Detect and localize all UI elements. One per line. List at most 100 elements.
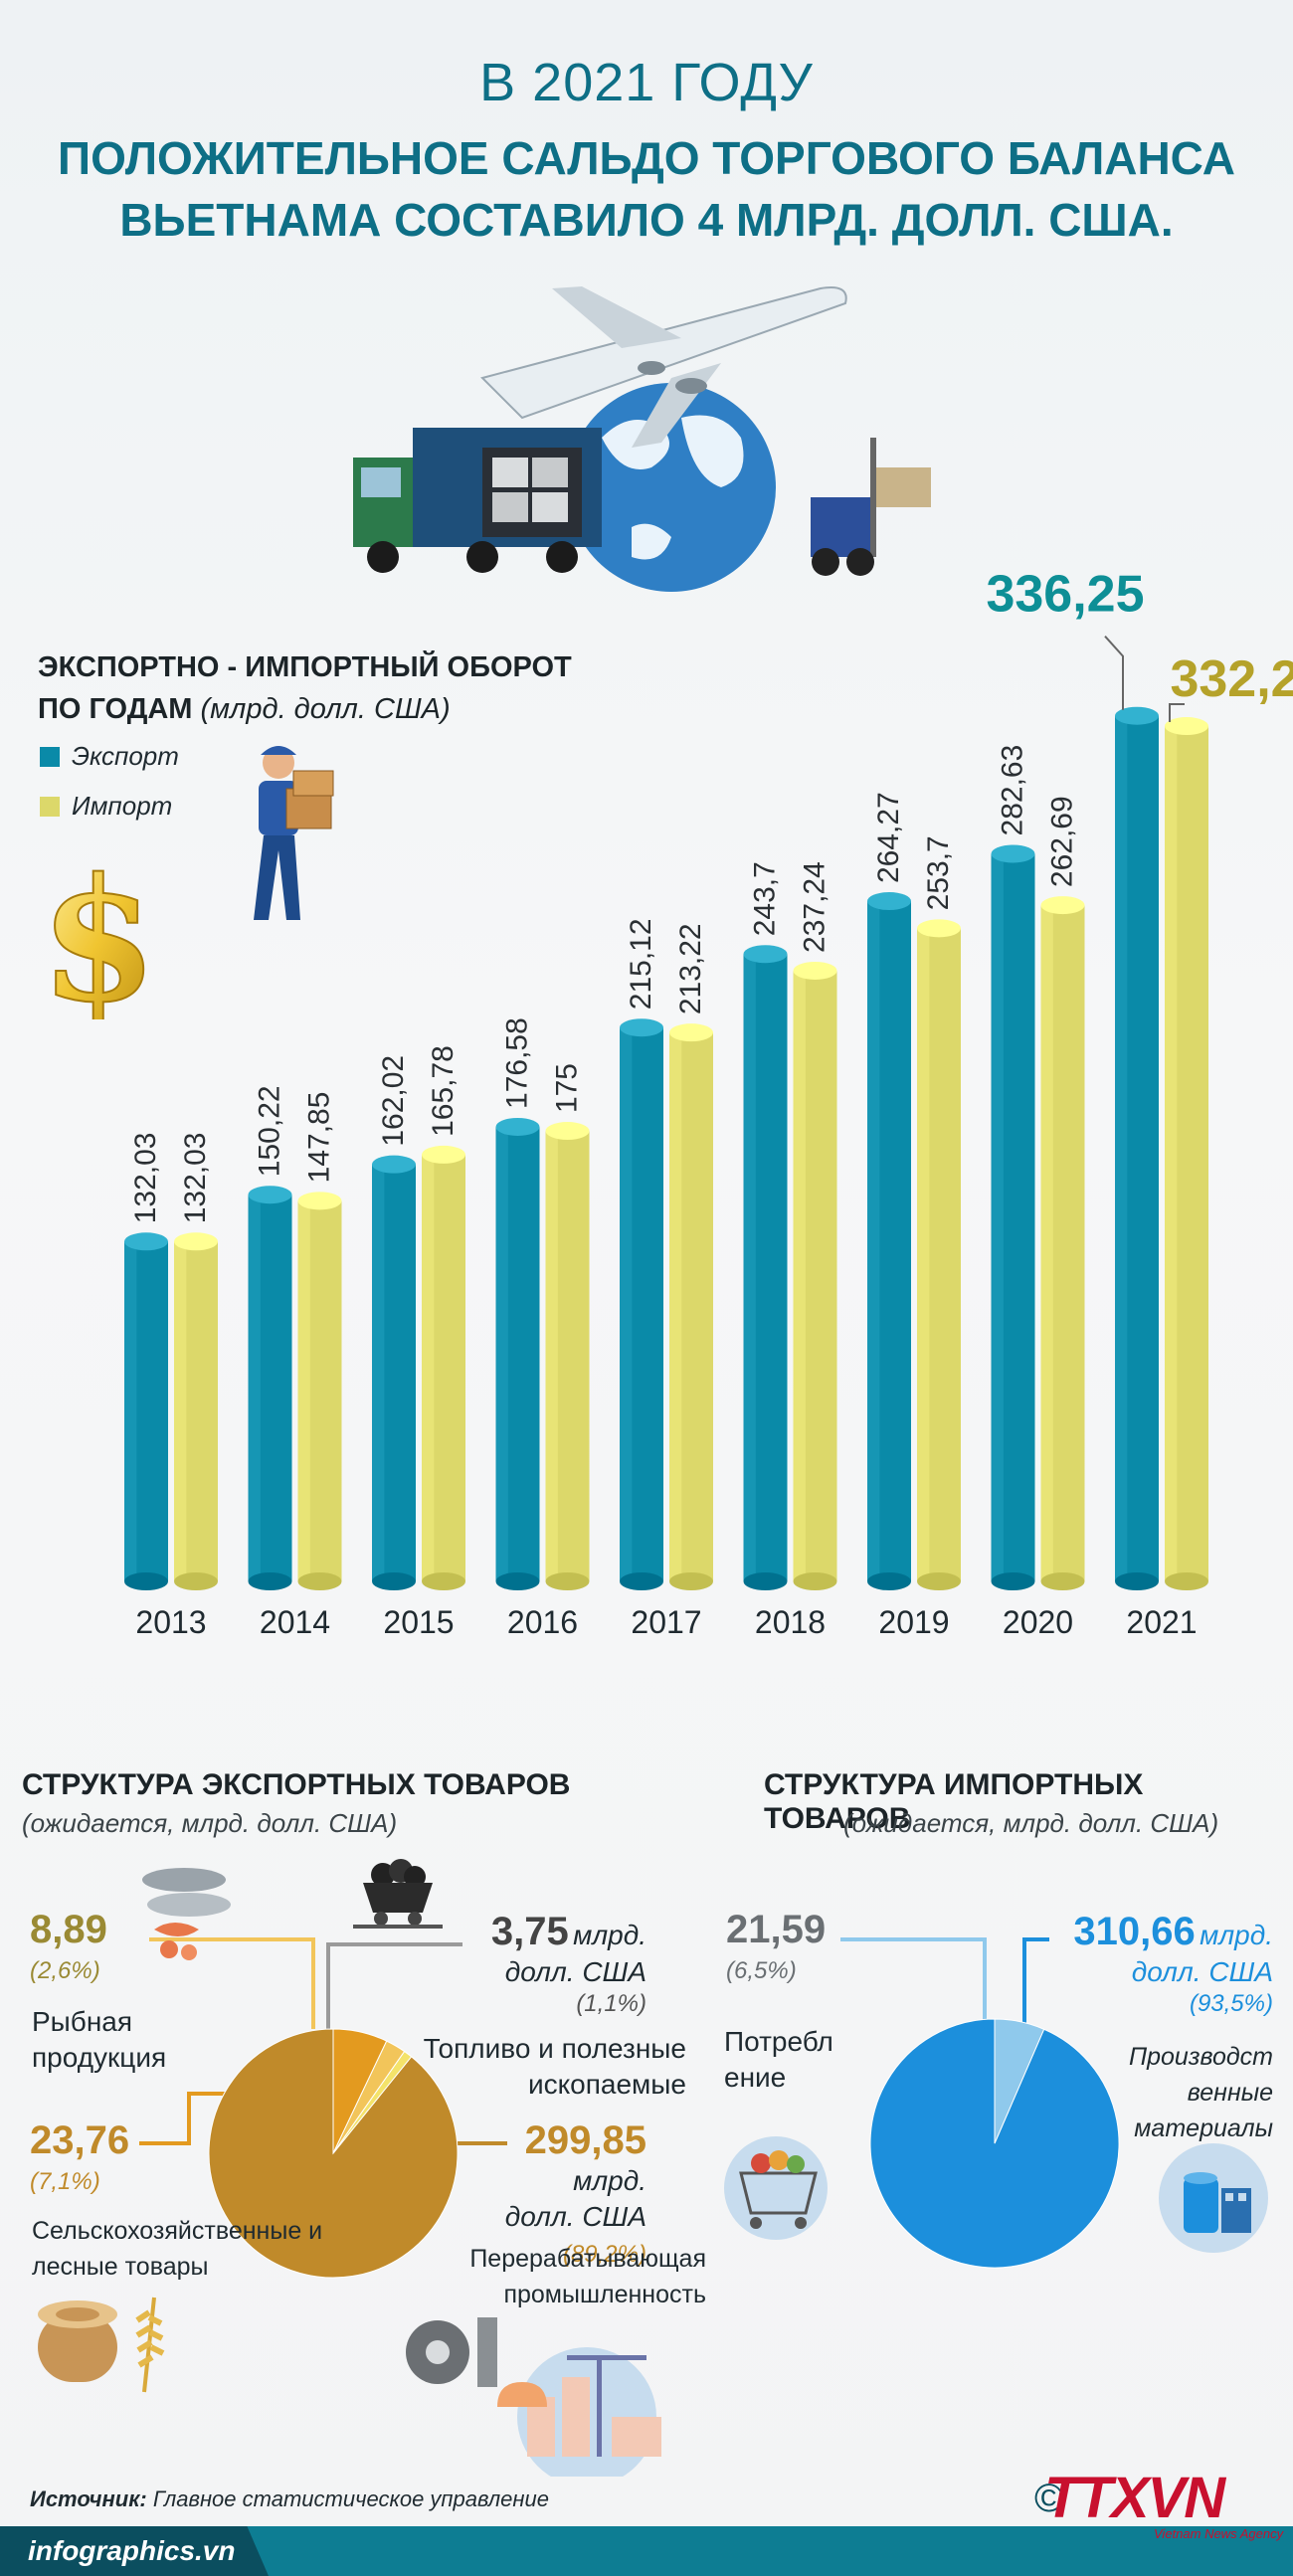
- value-label-export-2019: 264,27: [872, 792, 905, 883]
- chart-title-line1: ЭКСПОРТНО - ИМПОРТНЫЙ ОБОРОТ: [38, 651, 572, 683]
- bar-export-2014: [248, 1186, 292, 1590]
- source-text: Главное статистическое управление: [152, 2486, 549, 2511]
- consumer-label-line1: Потребл: [724, 2026, 833, 2057]
- legend-import-swatch: [40, 796, 60, 817]
- chart-title: ЭКСПОРТНО - ИМПОРТНЫЙ ОБОРОТ ПО ГОДАМ (м…: [38, 646, 572, 730]
- leader-consumer: [840, 1937, 987, 2024]
- fuel-value: 3,75: [490, 1910, 569, 1953]
- production-label-line1: Производст: [1129, 2043, 1273, 2071]
- chart-unit: (млрд. долл. США): [200, 693, 451, 725]
- airplane-icon: [480, 286, 847, 448]
- manuf-unit-line1: млрд.: [573, 2165, 646, 2196]
- consumer-label-line2: ение: [724, 2062, 787, 2093]
- pie-import-slice-1: [994, 2018, 1045, 2144]
- year-label-2016: 2016: [507, 1604, 578, 1640]
- worker-icon: [254, 746, 334, 920]
- fuel-block: 3,75 млрд. долл. США (1,1%): [467, 1910, 646, 2018]
- value-label-import-2019: 253,7: [922, 835, 955, 910]
- fish-label-line2: продукция: [32, 2042, 167, 2073]
- fuel-pct: (1,1%): [576, 1990, 646, 2017]
- forklift-icon: [811, 438, 931, 576]
- bar-import-2013: [174, 1232, 218, 1590]
- trade-bar-chart: 132,03 132,03 2013 150,22 147,85 2014 162,02 16…: [124, 566, 1293, 1640]
- bar-export-2016: [495, 1117, 540, 1590]
- year-label-2018: 2018: [755, 1604, 826, 1640]
- trade-illustration: [353, 286, 931, 592]
- industry-icon: [406, 2317, 661, 2477]
- fish-value: 8,89: [30, 1908, 107, 1951]
- value-label-export-2016: 176,58: [501, 1017, 534, 1109]
- production-label-line2: венные: [1187, 2079, 1273, 2107]
- bar-import-2021: [1165, 717, 1208, 1590]
- consumer-label: Потребл ение: [724, 2024, 833, 2096]
- consumer-value: 21,59: [726, 1908, 827, 1951]
- bar-import-2014: [297, 1192, 342, 1590]
- export-pie: [208, 2028, 459, 2279]
- leader-production: [1022, 1937, 1049, 2024]
- production-unit-line1: млрд.: [1200, 1920, 1273, 1950]
- year-label-2019: 2019: [878, 1604, 949, 1640]
- legend-import: Импорт: [40, 791, 172, 822]
- manuf-unit-line2: долл. США: [504, 2201, 646, 2232]
- import-pie: [869, 2018, 1120, 2269]
- manuf-value: 299,85: [524, 2118, 646, 2162]
- svg-text:$: $: [40, 850, 157, 1019]
- wood-wheat-icon: [38, 2297, 165, 2393]
- production-value: 310,66: [1073, 1910, 1196, 1953]
- bar-export-2013: [124, 1232, 168, 1590]
- year-label-2014: 2014: [260, 1604, 330, 1640]
- value-label-import-2014: 147,85: [303, 1092, 336, 1184]
- bar-export-2019: [867, 892, 911, 1590]
- manuf-block: 299,85 млрд. долл. США (89,2%): [418, 2118, 646, 2273]
- bar-export-2015: [372, 1155, 416, 1590]
- fish-icon: [142, 1868, 231, 1960]
- import-structure-subtitle: (ожидается, млрд. долл. США): [843, 1808, 1219, 1838]
- year-label-2020: 2020: [1003, 1604, 1073, 1640]
- agri-value: 23,76: [30, 2118, 130, 2162]
- bar-import-2015: [422, 1145, 465, 1590]
- value-label-import-2021: 332,25: [1170, 650, 1293, 708]
- source-label: Источник:: [30, 2486, 147, 2511]
- bar-export-2018: [743, 945, 788, 1590]
- production-label-line3: материалы: [1134, 2115, 1273, 2142]
- value-label-export-2020: 282,63: [997, 745, 1029, 836]
- year-label-2017: 2017: [631, 1604, 701, 1640]
- manuf-label-line1: Перерабатывающая: [469, 2245, 706, 2273]
- production-unit-line2: долл. США: [1131, 1956, 1273, 1987]
- leader-fuel: [326, 1942, 462, 2029]
- coal-cart-icon: [353, 1859, 443, 1929]
- bar-import-2017: [669, 1023, 713, 1590]
- leader-import-2021: [1169, 703, 1185, 723]
- import-structure-title: СТРУКТУРА ИМПОРТНЫХ ТОВАРОВ: [764, 1768, 1144, 1835]
- value-label-import-2017: 213,22: [674, 923, 707, 1014]
- page-title: В 2021 ГОДУ: [479, 53, 814, 112]
- year-label-2013: 2013: [135, 1604, 206, 1640]
- fuel-label: Топливо и полезные ископаемые: [388, 2031, 686, 2103]
- manuf-label: Перерабатывающая промышленность: [428, 2241, 706, 2312]
- export-structure-subtitle: (ожидается, млрд. долл. США): [22, 1808, 398, 1838]
- truck-icon: [353, 428, 602, 573]
- source-line: Источник: Главное статистическое управле…: [30, 2486, 549, 2512]
- value-label-import-2018: 237,24: [799, 861, 831, 953]
- chart-title-line2: ПО ГОДАМ: [38, 693, 193, 725]
- production-label: Производст венные материалы: [1074, 2039, 1273, 2146]
- value-label-export-2018: 243,7: [749, 861, 782, 936]
- bar-import-2016: [545, 1122, 590, 1590]
- legend-export-label: Экспорт: [72, 741, 179, 771]
- bar-export-2017: [620, 1018, 663, 1590]
- fish-label: Рыбная продукция: [32, 2004, 166, 2076]
- copyright-icon: ©: [1034, 2477, 1064, 2520]
- bar-export-2020: [991, 844, 1035, 1590]
- shopping-cart-icon: [724, 2136, 828, 2240]
- fuel-label-line1: Топливо и полезные: [423, 2033, 686, 2064]
- year-label-2021: 2021: [1126, 1604, 1197, 1640]
- bar-export-2021: [1115, 706, 1159, 1590]
- page-subtitle-line1: ПОЛОЖИТЕЛЬНОЕ САЛЬДО ТОРГОВОГО БАЛАНСА: [58, 132, 1235, 184]
- value-label-import-2020: 262,69: [1046, 796, 1079, 887]
- manuf-pct: (89,2%): [562, 2241, 646, 2268]
- fish-label-line1: Рыбная: [32, 2006, 133, 2037]
- pie-export-slice-0: [208, 2028, 459, 2279]
- footer-site-link[interactable]: infographics.vn: [0, 2526, 269, 2576]
- page-subtitle: ПОЛОЖИТЕЛЬНОЕ САЛЬДО ТОРГОВОГО БАЛАНСА В…: [0, 127, 1293, 251]
- value-label-export-2014: 150,22: [254, 1085, 286, 1177]
